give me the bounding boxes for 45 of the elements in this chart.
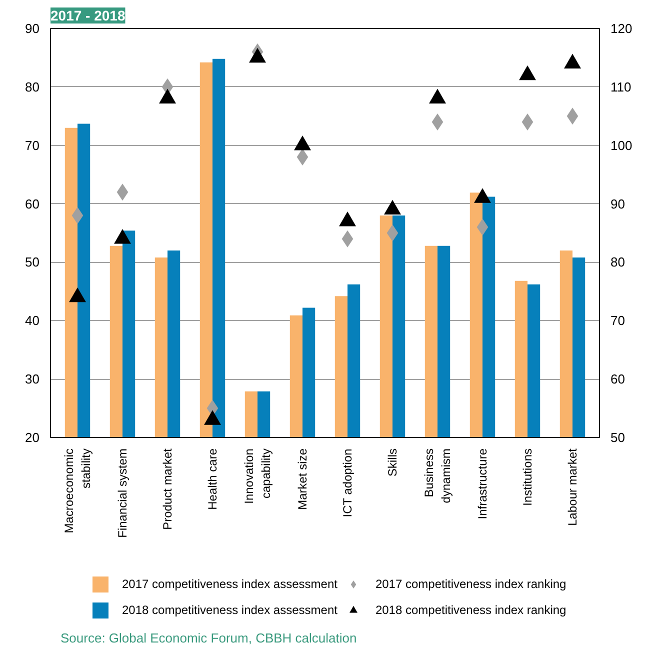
source-note: Source: Global Economic Forum, CBBH calculation bbox=[60, 630, 357, 646]
y2-tick-label: 100 bbox=[610, 138, 632, 153]
y2-tick-label: 120 bbox=[610, 21, 632, 36]
x-tick-label: Labour market bbox=[566, 448, 580, 526]
x-tick-label: Infrastructure bbox=[476, 448, 490, 520]
x-tick-label: Institutions bbox=[520, 448, 534, 506]
chart-title: 2017 - 2018 bbox=[50, 8, 126, 24]
y2-tick-label: 70 bbox=[610, 313, 625, 328]
legend-label: 2018 competitiveness index ranking bbox=[375, 603, 566, 617]
point bbox=[294, 136, 311, 150]
y-tick-label: 20 bbox=[25, 430, 40, 445]
legend-label: 2017 competitiveness index assessment bbox=[122, 577, 338, 591]
point bbox=[114, 229, 131, 244]
x-tick-label: Product market bbox=[160, 448, 174, 530]
x-tick-label: Business dynamism bbox=[422, 448, 453, 504]
y-tick-label: 40 bbox=[25, 313, 40, 328]
y-tick-label: 60 bbox=[25, 196, 40, 212]
x-tick-label: Health care bbox=[206, 448, 220, 510]
y2-tick-label: 90 bbox=[610, 196, 625, 212]
legend-label: 2017 competitiveness index ranking bbox=[375, 577, 566, 591]
point bbox=[339, 212, 356, 226]
y-tick-label: 30 bbox=[25, 372, 40, 387]
x-tick-label: Skills bbox=[386, 448, 400, 476]
point bbox=[386, 224, 398, 242]
x-tick-label: Financial system bbox=[116, 448, 130, 538]
point bbox=[429, 88, 446, 104]
y2-tick-label: 80 bbox=[610, 254, 625, 270]
x-tick-label: Macroeconomic stability bbox=[62, 448, 93, 534]
y-tick-label: 90 bbox=[25, 21, 40, 36]
y2-tick-label: 60 bbox=[610, 372, 625, 387]
x-tick-label: Market size bbox=[296, 448, 310, 510]
point bbox=[519, 65, 536, 80]
x-tick-label: Innovation capability bbox=[242, 448, 273, 504]
y2-tick-label: 50 bbox=[610, 430, 625, 445]
point bbox=[474, 188, 491, 203]
y-tick-label: 80 bbox=[25, 79, 40, 94]
y2-tick-label: 110 bbox=[610, 79, 632, 94]
point bbox=[159, 88, 176, 104]
y-tick-label: 70 bbox=[25, 138, 40, 153]
y-tick-label: 50 bbox=[25, 254, 40, 270]
x-tick-label: ICT adoption bbox=[340, 448, 354, 518]
legend-label: 2018 competitiveness index assessment bbox=[122, 603, 338, 617]
point bbox=[249, 48, 266, 63]
point bbox=[384, 200, 401, 215]
point bbox=[564, 54, 581, 68]
